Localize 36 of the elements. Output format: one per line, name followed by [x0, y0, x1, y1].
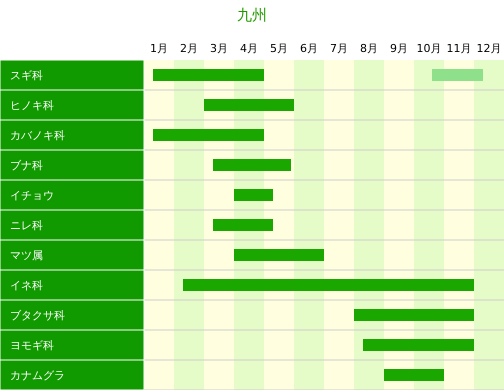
y-tick-label: ブナ科 — [10, 159, 43, 172]
y-tick-label: カバノキ科 — [10, 129, 65, 142]
bar — [384, 369, 444, 381]
y-tick-label: カナムグラ — [10, 369, 65, 382]
x-tick-label: 12月 — [476, 42, 502, 55]
bar — [234, 189, 273, 201]
bar — [432, 69, 483, 81]
y-tick-label: イチョウ — [10, 189, 54, 202]
bar — [183, 279, 474, 291]
bar — [153, 69, 264, 81]
bar — [204, 99, 294, 111]
y-tick-label: ブタクサ科 — [10, 309, 65, 322]
y-tick-label: ヨモギ科 — [10, 339, 54, 352]
chart-title: 九州 — [237, 6, 267, 24]
x-tick-label: 5月 — [270, 42, 288, 55]
x-tick-label: 8月 — [360, 42, 378, 55]
x-tick-label: 11月 — [446, 42, 472, 55]
bar — [213, 159, 291, 171]
bar — [234, 249, 324, 261]
x-tick-label: 10月 — [416, 42, 442, 55]
x-tick-label: 2月 — [180, 42, 198, 55]
x-tick-label: 1月 — [150, 42, 168, 55]
x-tick-label: 9月 — [390, 42, 408, 55]
x-tick-label: 3月 — [210, 42, 228, 55]
bar — [153, 129, 264, 141]
bar — [354, 309, 474, 321]
bar — [363, 339, 474, 351]
x-tick-label: 4月 — [240, 42, 258, 55]
y-tick-label: ヒノキ科 — [10, 99, 54, 112]
x-tick-label: 6月 — [300, 42, 318, 55]
y-tick-label: ニレ科 — [10, 219, 43, 232]
y-tick-label: マツ属 — [10, 249, 43, 262]
x-tick-label: 7月 — [330, 42, 348, 55]
y-tick-label: イネ科 — [10, 279, 43, 292]
y-tick-label: スギ科 — [10, 69, 43, 82]
bar — [213, 219, 273, 231]
